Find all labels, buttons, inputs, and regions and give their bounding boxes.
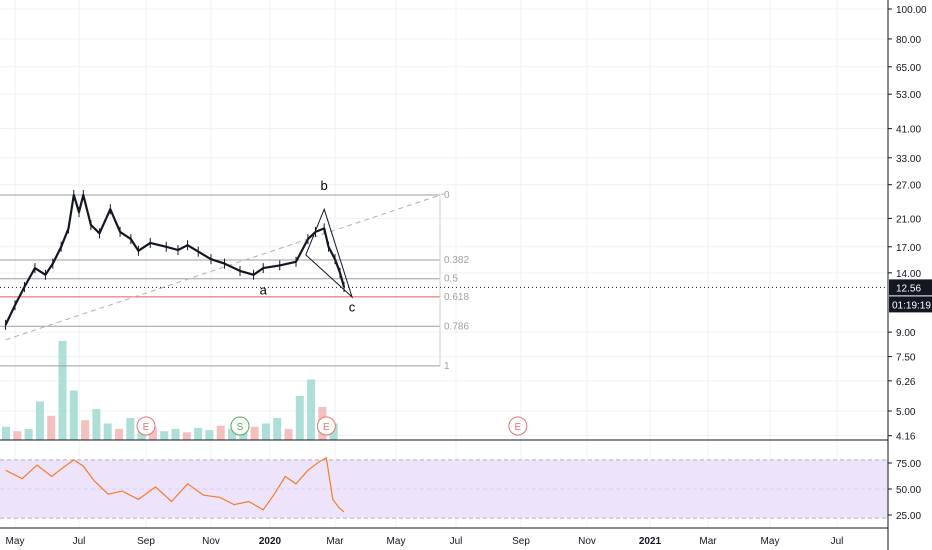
- price-tick-label: 27.00: [896, 181, 921, 192]
- event-marker-label: S: [237, 422, 244, 433]
- volume-bar: [295, 396, 304, 440]
- fib-level-label: 0.5: [444, 274, 458, 285]
- volume-bar: [69, 390, 78, 440]
- volume-bar: [137, 430, 146, 440]
- time-tick-label: May: [6, 536, 25, 547]
- volume-bar: [126, 418, 135, 440]
- time-tick-label: Mar: [699, 536, 717, 547]
- time-tick-label: Mar: [326, 536, 344, 547]
- price-tick-label: 100.00: [896, 5, 927, 16]
- price-tick-label: 17.00: [896, 243, 921, 254]
- time-tick-label: Sep: [137, 536, 155, 547]
- volume-bar: [35, 401, 44, 440]
- price-tick-label: 7.50: [896, 353, 916, 364]
- time-tick-label: 2020: [259, 536, 282, 547]
- wedge-pattern[interactable]: [305, 207, 354, 299]
- volume-bar: [284, 429, 293, 440]
- fib-level-label: 0.618: [444, 292, 469, 303]
- price-tick-label: 6.26: [896, 377, 916, 388]
- time-tick-label: 2021: [639, 536, 662, 547]
- wave-label-a: a: [260, 283, 268, 298]
- fib-level-label: 1: [444, 361, 450, 372]
- volume-bar: [273, 418, 282, 440]
- event-marker-label: E: [143, 422, 150, 433]
- rsi-tick-label: 25.00: [896, 511, 921, 522]
- volume-bar: [81, 420, 90, 440]
- time-tick-label: May: [387, 536, 406, 547]
- wave-label-c: c: [349, 299, 356, 314]
- time-tick-label: Jul: [831, 536, 844, 547]
- time-tick-label: May: [761, 536, 780, 547]
- volume-bar: [171, 429, 180, 440]
- volume-bar: [115, 429, 123, 440]
- volume-bar: [239, 431, 248, 440]
- rsi-tick-label: 75.00: [896, 459, 921, 470]
- volume-bar: [216, 425, 225, 440]
- volume-bar: [92, 409, 101, 440]
- price-tick-label: 80.00: [896, 35, 921, 46]
- volume-bar: [307, 379, 316, 440]
- volume-bar: [47, 415, 56, 440]
- event-marker[interactable]: [230, 416, 250, 436]
- fib-level-label: 0.786: [444, 321, 469, 332]
- event-marker[interactable]: [508, 416, 528, 436]
- price-tick-label: 33.00: [896, 154, 921, 165]
- time-tick-label: Nov: [202, 536, 220, 547]
- fib-level-label: 0: [444, 190, 450, 201]
- event-marker[interactable]: [136, 416, 156, 436]
- volume-bar: [261, 423, 270, 440]
- time-tick-label: Jul: [73, 536, 86, 547]
- price-tick-label: 5.00: [896, 407, 916, 418]
- volume-bar: [205, 430, 214, 440]
- event-marker[interactable]: [316, 416, 336, 436]
- countdown-badge: [889, 296, 932, 313]
- price-tick-label: 9.00: [896, 328, 916, 339]
- volume-bar: [194, 427, 203, 440]
- time-tick-label: Sep: [512, 536, 530, 547]
- event-marker-label: E: [323, 422, 330, 433]
- price-tick-label: 21.00: [896, 214, 921, 225]
- price-tick-label: 65.00: [896, 63, 921, 74]
- volume-bar: [228, 429, 236, 440]
- time-tick-label: Nov: [578, 536, 596, 547]
- volume-bar: [148, 426, 157, 440]
- countdown-label: 01:19:19: [892, 300, 931, 311]
- rsi-tick-label: 50.00: [896, 485, 921, 496]
- rsi-line: [5, 456, 345, 513]
- price-tick-label: 53.00: [896, 90, 921, 101]
- time-tick-label: Jul: [450, 536, 463, 547]
- fib-level-label: 0.382: [444, 255, 469, 266]
- last-price-badge: [889, 279, 932, 296]
- volume-bar: [160, 431, 169, 440]
- price-tick-label: 4.16: [896, 432, 916, 443]
- wave-label-b: b: [321, 178, 328, 193]
- volume-bar: [103, 423, 112, 440]
- volume-bar: [58, 341, 67, 440]
- price-tick-label: 14.00: [896, 269, 921, 280]
- event-marker-label: E: [515, 422, 522, 433]
- price-line: [4, 193, 346, 326]
- volume-bar: [2, 426, 10, 440]
- volume-bar: [182, 432, 191, 440]
- volume-bar: [250, 426, 259, 440]
- volume-bar: [13, 431, 22, 440]
- price-tick-label: 41.00: [896, 125, 921, 136]
- volume-bar: [24, 429, 33, 440]
- last-price-label: 12.56: [896, 283, 921, 294]
